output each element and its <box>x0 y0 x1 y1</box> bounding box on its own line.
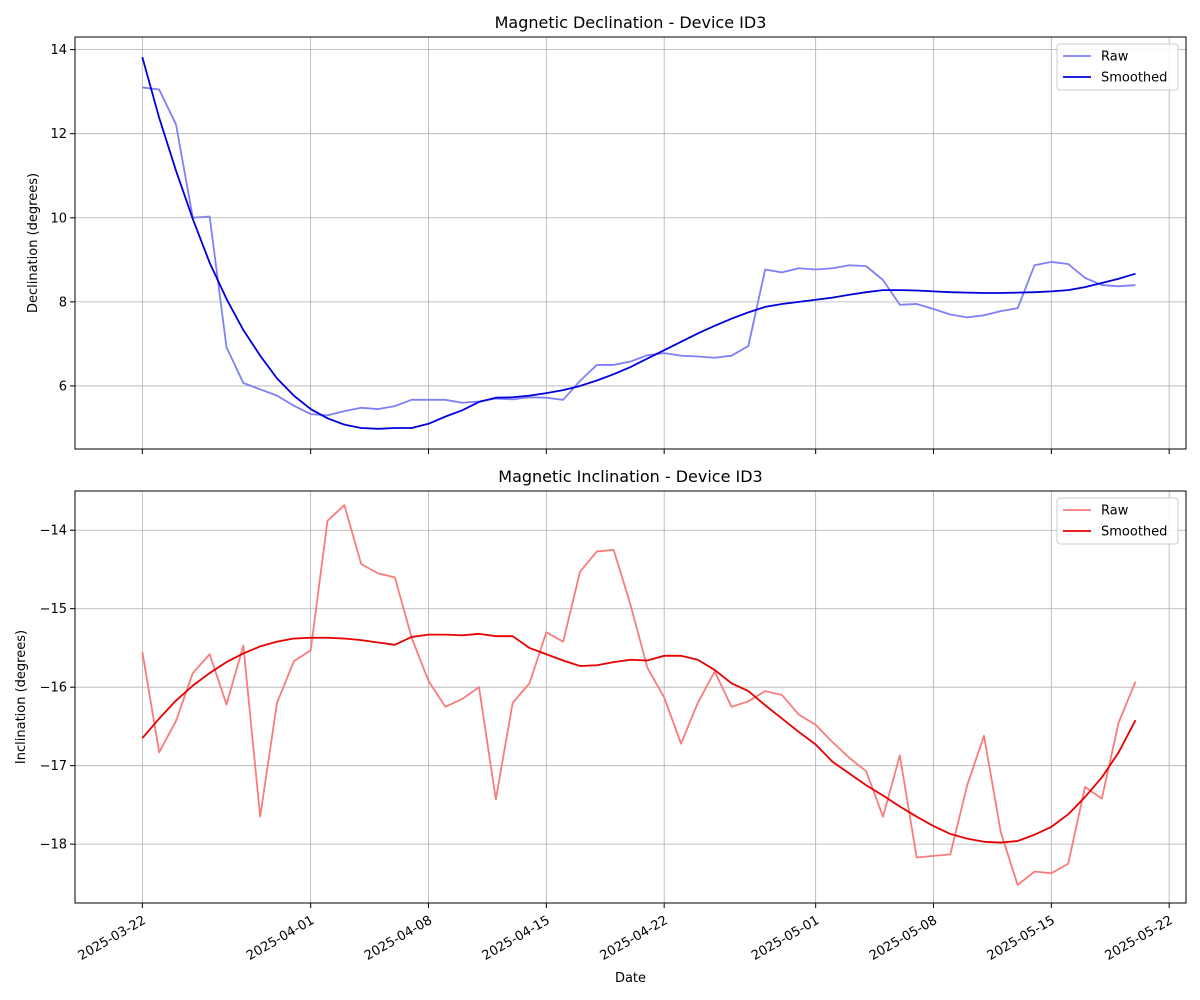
series-line-raw <box>141 504 1137 886</box>
x-tick-label: 2025-04-01 <box>244 913 317 964</box>
x-tick-label: 2025-03-22 <box>76 913 149 964</box>
y-tick-label: 6 <box>59 379 67 394</box>
y-tick-label: −16 <box>40 681 67 696</box>
chart-title: Magnetic Declination - Device ID3 <box>495 13 767 32</box>
y-tick-label: 10 <box>50 211 67 226</box>
y-tick-label: −14 <box>40 524 67 539</box>
y-tick-label: −15 <box>40 602 67 617</box>
y-axis-title: Declination (degrees) <box>26 173 41 313</box>
chart-title: Magnetic Inclination - Device ID3 <box>498 467 762 486</box>
x-tick-label: 2025-05-15 <box>985 913 1058 964</box>
x-tick-label: 2025-04-22 <box>598 913 671 964</box>
legend-label-smoothed: Smoothed <box>1101 525 1167 540</box>
series-line-smoothed <box>141 632 1137 844</box>
legend: Raw Smoothed <box>1056 497 1179 545</box>
declination-chart: 6 8 10 12 14 Magnetic Declination - Device ID… <box>26 13 1187 454</box>
legend-label-raw: Raw <box>1101 50 1129 65</box>
legend-label-raw: Raw <box>1101 504 1129 519</box>
plot-frame <box>74 36 1187 450</box>
y-tick-label: 12 <box>50 127 67 142</box>
plot-frame <box>74 490 1187 904</box>
y-axis-title: Inclination (degrees) <box>14 630 29 764</box>
legend: Raw Smoothed <box>1056 43 1179 91</box>
x-tick-label: 2025-05-08 <box>867 913 940 964</box>
grid-lines <box>75 37 1186 449</box>
grid-lines <box>75 491 1186 903</box>
series-line-smoothed <box>141 56 1136 430</box>
legend-label-smoothed: Smoothed <box>1101 71 1167 86</box>
x-tick-label: 2025-05-01 <box>749 913 822 964</box>
y-tick-label: 14 <box>50 43 67 58</box>
x-axis-title: Date <box>615 971 646 986</box>
y-tick-label: −18 <box>40 838 67 853</box>
x-tick-label: 2025-05-22 <box>1103 913 1176 964</box>
inclination-chart: 2025-03-22 2025-04-01 2025-04-08 2025-04-15… <box>14 467 1187 986</box>
x-tick-label: 2025-04-15 <box>480 913 553 964</box>
series-line-raw <box>142 86 1136 417</box>
y-tick-label: 8 <box>59 295 67 310</box>
y-tick-label: −17 <box>40 759 67 774</box>
x-tick-label: 2025-04-08 <box>362 913 435 964</box>
